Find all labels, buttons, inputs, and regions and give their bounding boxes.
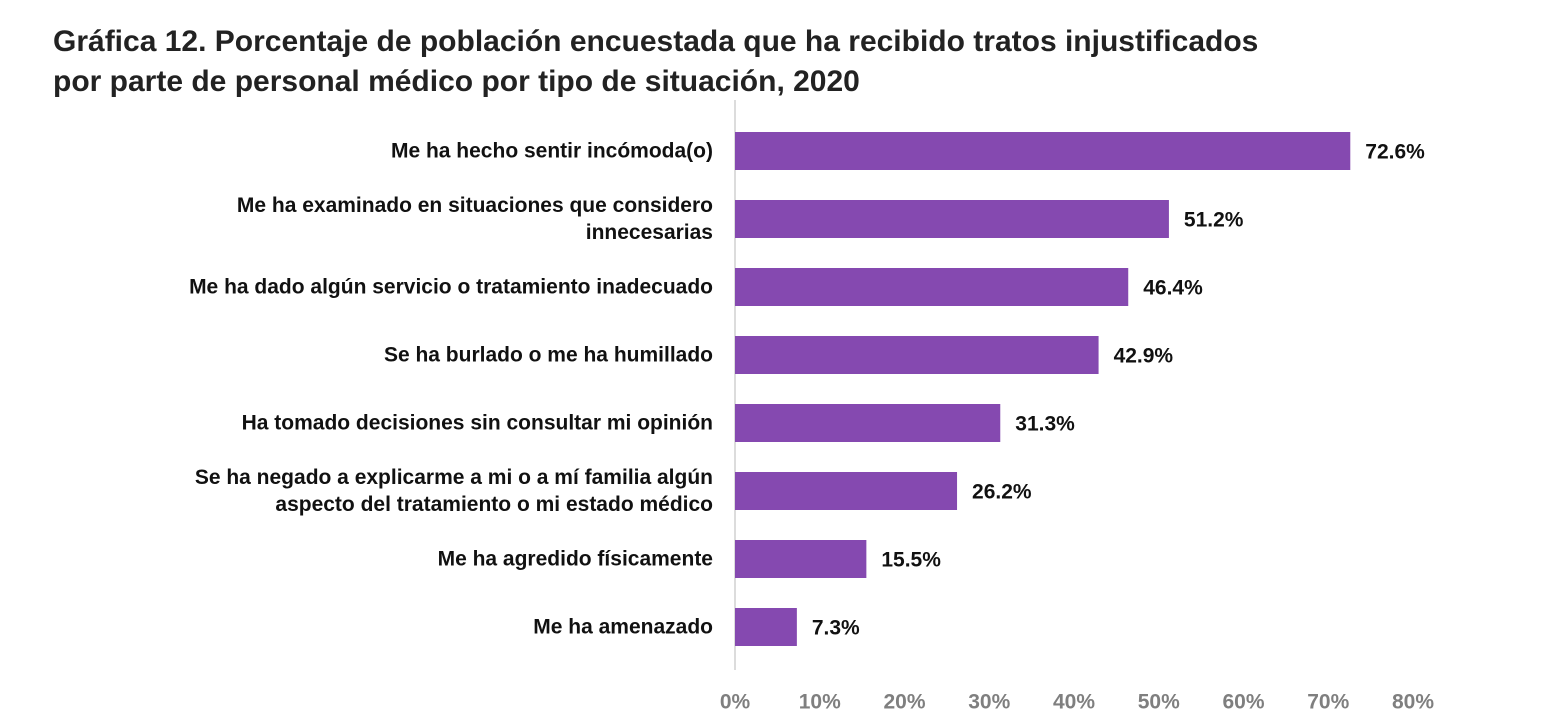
bar	[735, 472, 958, 510]
bar	[735, 268, 1129, 306]
x-tick-label: 20%	[883, 691, 925, 714]
x-tick-label: 30%	[968, 691, 1010, 714]
x-tick-label: 40%	[1053, 691, 1095, 714]
value-label: 46.4%	[1143, 277, 1203, 300]
bar	[735, 132, 1351, 170]
x-tick-label: 50%	[1138, 691, 1180, 714]
x-tick-label: 70%	[1307, 691, 1349, 714]
y-tick-label: Me ha agredido físicamente	[437, 547, 713, 571]
bar	[735, 200, 1169, 238]
y-tick-label: Me ha hecho sentir incómoda(o)	[390, 139, 713, 163]
value-label: 42.9%	[1114, 345, 1174, 368]
chart-title: Gráfica 12. Porcentaje de población encu…	[53, 25, 1259, 98]
value-label: 72.6%	[1365, 141, 1425, 164]
y-tick-label: Ha tomado decisiones sin consultar mi op…	[241, 411, 713, 435]
value-label: 15.5%	[881, 549, 941, 572]
x-tick-label: 10%	[799, 691, 841, 714]
x-tick-label: 60%	[1222, 691, 1264, 714]
bar	[735, 608, 797, 646]
bar	[735, 540, 867, 578]
y-tick-label: Me ha amenazado	[533, 615, 713, 639]
y-tick-label: Me ha dado algún servicio o tratamiento …	[189, 275, 713, 299]
value-label: 7.3%	[812, 617, 860, 640]
y-tick-label: Me ha examinado en situaciones que consi…	[236, 194, 713, 244]
bar	[735, 404, 1001, 442]
bar	[735, 336, 1099, 374]
y-tick-label: Se ha burlado o me ha humillado	[383, 343, 713, 367]
x-tick-label: 0%	[720, 691, 751, 714]
value-label: 31.3%	[1015, 413, 1075, 436]
value-label: 51.2%	[1184, 209, 1244, 232]
value-label: 26.2%	[972, 481, 1032, 504]
y-tick-label: Se ha negado a explicarme a mi o a mí fa…	[194, 466, 713, 516]
x-tick-label: 80%	[1392, 691, 1434, 714]
